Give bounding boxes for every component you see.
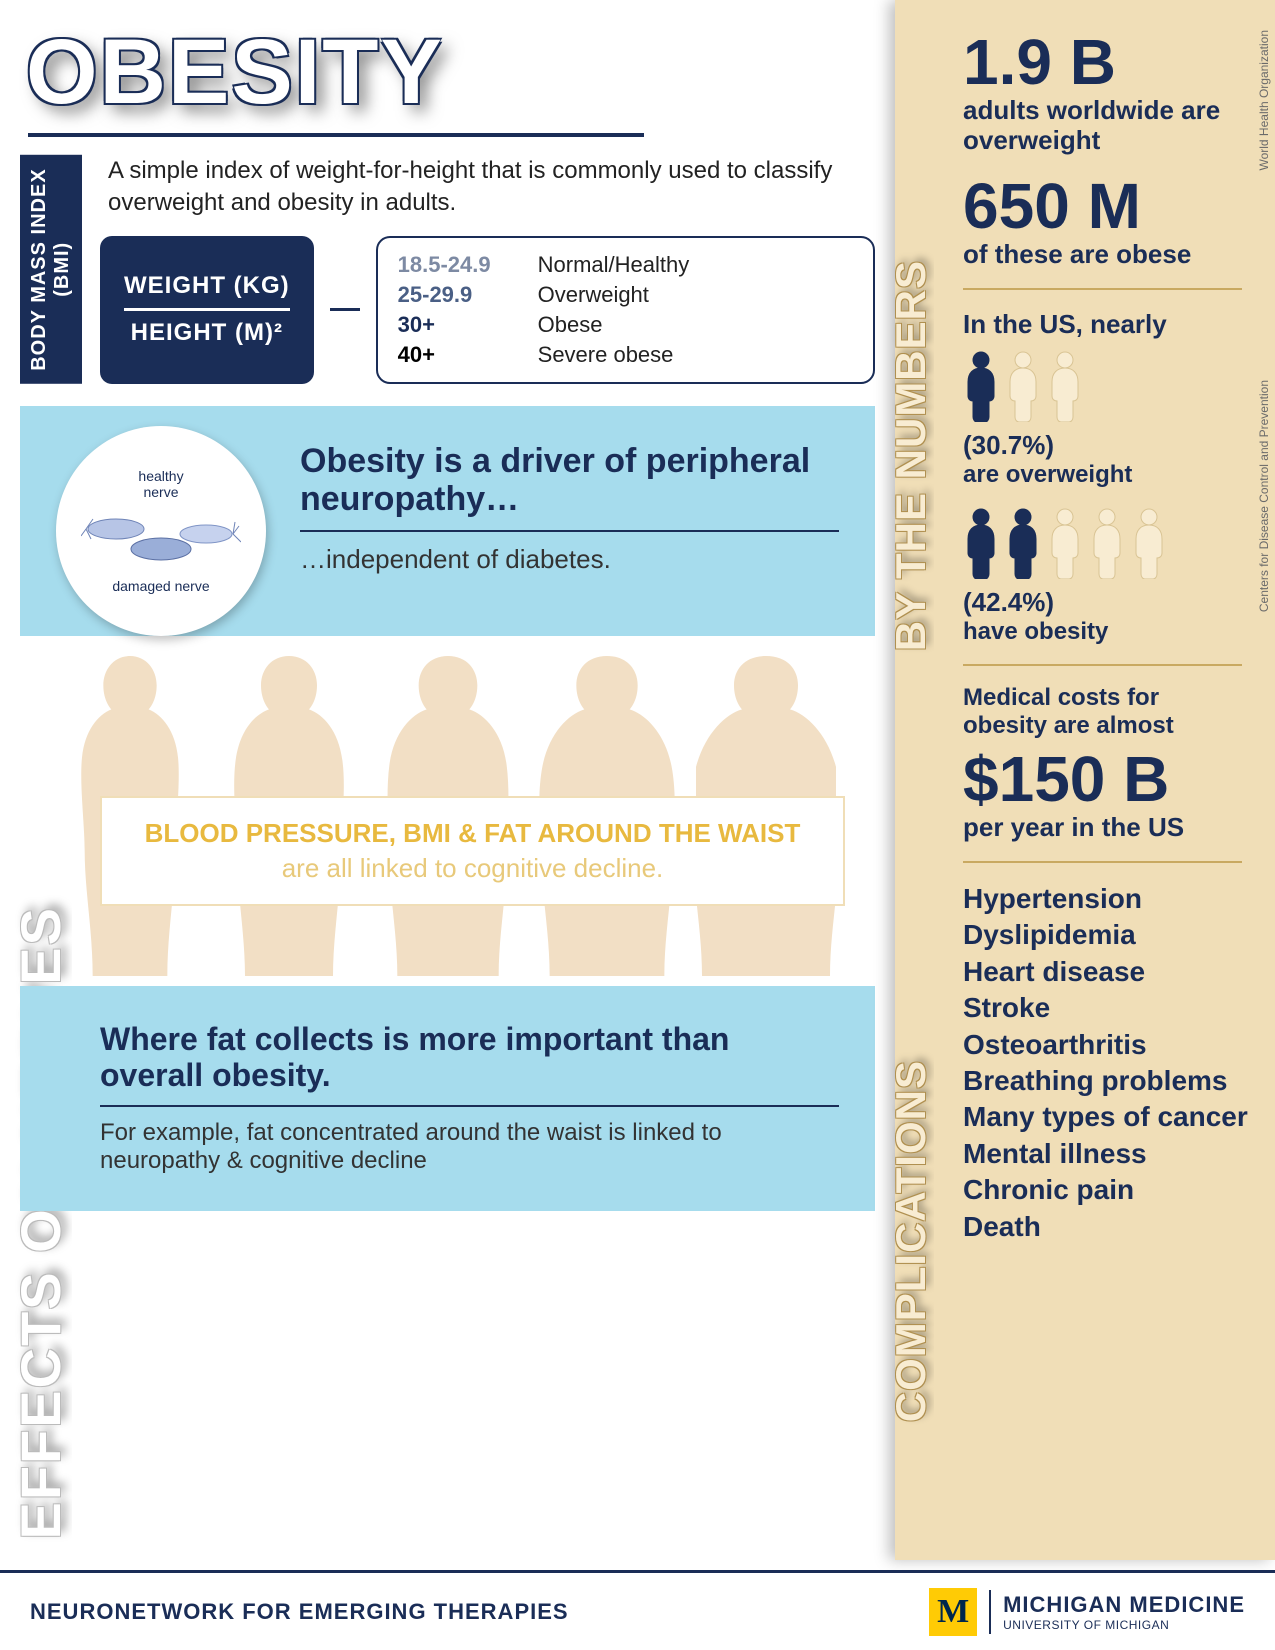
fat-location-title: Where fat collects is more important tha… — [100, 1022, 839, 1094]
bmi-range-value: 30+ — [398, 312, 538, 338]
complication-item: Death — [963, 1209, 1249, 1245]
bmi-body: A simple index of weight-for-height that… — [100, 155, 875, 384]
cost-value: $150 B — [963, 747, 1249, 811]
cost-unit: per year in the US — [963, 813, 1249, 843]
complication-item: Dyslipidemia — [963, 917, 1249, 953]
bmi-range-label: Normal/Healthy — [538, 252, 853, 278]
person-icon — [1005, 507, 1041, 579]
nerve-circle: healthy nerve damaged nerve — [56, 426, 266, 636]
cognitive-rest: are all linked to cognitive decline. — [282, 853, 664, 883]
neuropathy-subtitle: …independent of diabetes. — [300, 544, 839, 575]
bmi-tab-label: BODY MASS INDEX (BMI) — [20, 155, 82, 384]
logo-letter: M — [937, 1593, 969, 1631]
neuropathy-block: healthy nerve damaged nerve Obesity is a… — [20, 406, 875, 636]
title-rule — [28, 133, 644, 137]
page-title: OBESITY — [26, 20, 875, 125]
formula-divider — [124, 308, 290, 311]
bmi-section: BODY MASS INDEX (BMI) A simple index of … — [20, 155, 875, 384]
formula-denominator: HEIGHT (M)² — [124, 319, 290, 347]
us-stats: In the US, nearly (30.7%) are overweight… — [963, 308, 1249, 646]
left-column: OBESITY BODY MASS INDEX (BMI) A simple i… — [0, 0, 895, 1560]
complication-item: Stroke — [963, 990, 1249, 1026]
brand-top: MICHIGAN MEDICINE — [1003, 1592, 1245, 1617]
nerve-icon — [81, 504, 241, 574]
stat-overweight-worldwide: 1.9 B adults worldwide are overweight — [963, 30, 1249, 156]
source-cdc: Centers for Disease Control and Preventi… — [1257, 380, 1271, 612]
people-overweight-row — [963, 350, 1249, 422]
footer-brand: MICHIGAN MEDICINE UNIVERSITY OF MICHIGAN — [1003, 1592, 1245, 1632]
fat-location-block: Where fat collects is more important tha… — [20, 986, 875, 1212]
bmi-formula-box: WEIGHT (KG) HEIGHT (M)² — [100, 236, 314, 384]
person-icon — [963, 507, 999, 579]
neuropathy-title: Obesity is a driver of peripheral neurop… — [300, 442, 839, 518]
right-divider-3 — [963, 861, 1242, 863]
complications-list: HypertensionDyslipidemiaHeart diseaseStr… — [963, 881, 1249, 1245]
us-obese-label: have obesity — [963, 618, 1249, 646]
complication-item: Osteoarthritis — [963, 1027, 1249, 1063]
complication-item: Hypertension — [963, 881, 1249, 917]
bmi-description: A simple index of weight-for-height that… — [100, 155, 875, 220]
complication-item: Chronic pain — [963, 1172, 1249, 1208]
formula-connector — [330, 308, 360, 311]
formula-numerator: WEIGHT (KG) — [124, 272, 290, 300]
complication-item: Breathing problems — [963, 1063, 1249, 1099]
cost-stat: Medical costs for obesity are almost $15… — [963, 684, 1249, 843]
complication-item: Many types of cancer — [963, 1099, 1249, 1135]
bmi-range-value: 25-29.9 — [398, 282, 538, 308]
right-divider-1 — [963, 288, 1242, 290]
source-who: World Health Organization — [1257, 30, 1271, 171]
complications-label: COMPLICATIONS — [887, 1060, 935, 1422]
us-obese-pct: (42.4%) — [963, 587, 1249, 618]
us-overweight-pct: (30.7%) — [963, 430, 1249, 461]
page: OBESITY BODY MASS INDEX (BMI) A simple i… — [0, 0, 1275, 1560]
bmi-range-value: 18.5-24.9 — [398, 252, 538, 278]
stat1-label: adults worldwide are overweight — [963, 96, 1249, 156]
stat-obese-worldwide: 650 M of these are obese — [963, 174, 1249, 270]
cognitive-bold: BLOOD PRESSURE, BMI & FAT AROUND THE WAI… — [145, 818, 801, 848]
bmi-tab-text: BODY MASS INDEX (BMI) — [28, 168, 74, 370]
person-icon — [1047, 350, 1083, 422]
us-intro: In the US, nearly — [963, 310, 1249, 340]
bmi-range-label: Overweight — [538, 282, 853, 308]
brand-bottom: UNIVERSITY OF MICHIGAN — [1003, 1618, 1245, 1632]
complication-item: Heart disease — [963, 954, 1249, 990]
bmi-boxes: WEIGHT (KG) HEIGHT (M)² 18.5-24.9Normal/… — [100, 236, 875, 384]
footer-divider — [989, 1590, 991, 1634]
effects-section: EFFECTS ON NERVES healthy nerve damaged … — [20, 406, 875, 1560]
complication-item: Mental illness — [963, 1136, 1249, 1172]
michigan-logo-icon: M — [929, 1588, 977, 1636]
footer-right: M MICHIGAN MEDICINE UNIVERSITY OF MICHIG… — [929, 1588, 1245, 1636]
footer-left-text: NEURONETWORK FOR EMERGING THERAPIES — [30, 1599, 569, 1625]
fat-location-subtitle: For example, fat concentrated around the… — [100, 1119, 839, 1175]
cost-intro: Medical costs for obesity are almost — [963, 684, 1249, 742]
neuropathy-divider — [300, 530, 839, 532]
stat2-label: of these are obese — [963, 240, 1249, 270]
bmi-ranges-box: 18.5-24.9Normal/Healthy25-29.9Overweight… — [376, 236, 875, 384]
nerve-damaged-label: damaged nerve — [112, 578, 209, 594]
fat-location-divider — [100, 1105, 839, 1107]
by-the-numbers-label: BY THE NUMBERS — [887, 260, 935, 651]
bmi-range-label: Severe obese — [538, 342, 853, 368]
right-column: World Health Organization Centers for Di… — [895, 0, 1275, 1560]
bmi-range-label: Obese — [538, 312, 853, 338]
bmi-range-value: 40+ — [398, 342, 538, 368]
cognitive-banner: BLOOD PRESSURE, BMI & FAT AROUND THE WAI… — [100, 796, 845, 906]
stat1-value: 1.9 B — [963, 30, 1249, 94]
people-obese-row — [963, 507, 1249, 579]
footer: NEURONETWORK FOR EMERGING THERAPIES M MI… — [0, 1570, 1275, 1650]
stat2-value: 650 M — [963, 174, 1249, 238]
person-icon — [963, 350, 999, 422]
person-icon — [1089, 507, 1125, 579]
right-divider-2 — [963, 664, 1242, 666]
us-overweight-label: are overweight — [963, 461, 1249, 489]
person-icon — [1047, 507, 1083, 579]
person-icon — [1131, 507, 1167, 579]
person-icon — [1005, 350, 1041, 422]
nerve-healthy-label: healthy nerve — [138, 468, 183, 500]
cognitive-band: BLOOD PRESSURE, BMI & FAT AROUND THE WAI… — [20, 636, 875, 976]
